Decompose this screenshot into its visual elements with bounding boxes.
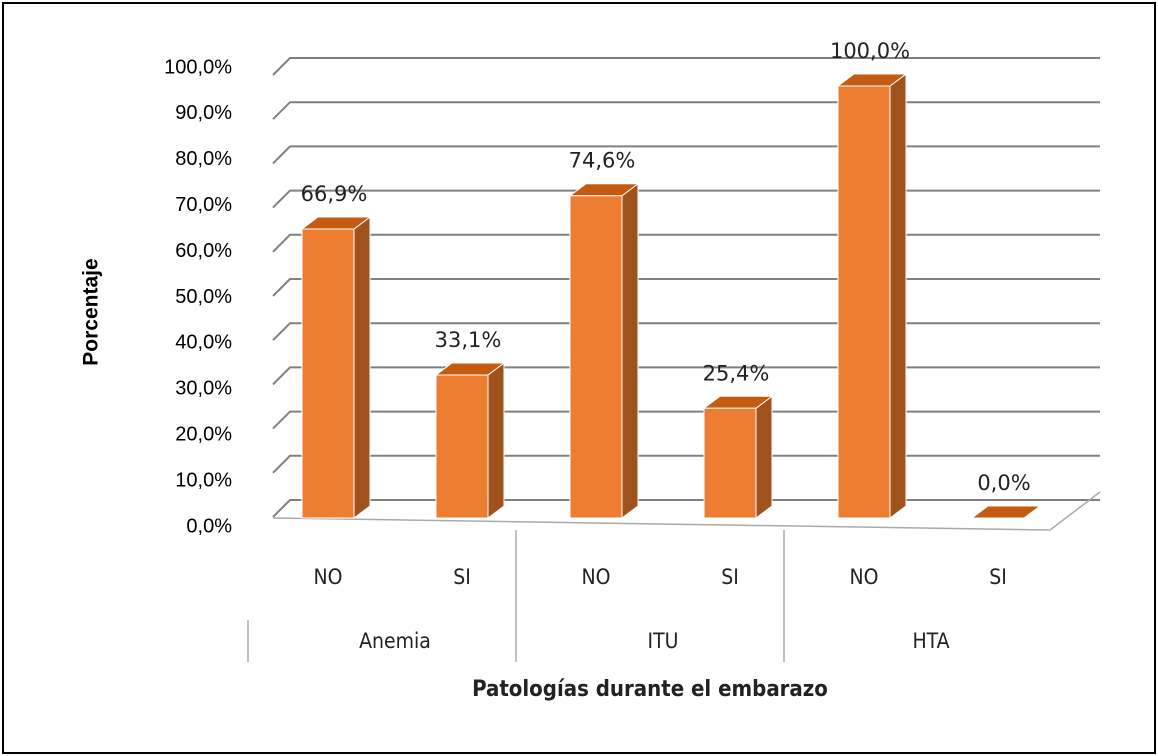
- y-tick-label: 80,0%: [175, 148, 232, 170]
- y-tick-label: 100,0%: [164, 56, 232, 78]
- bar-front: [569, 195, 623, 519]
- x-tick-label: SI: [453, 565, 471, 589]
- value-label: 25,4%: [703, 361, 770, 385]
- value-label: 0,0%: [977, 471, 1030, 495]
- x-tick-label: SI: [989, 565, 1007, 589]
- bar: [434, 362, 506, 519]
- y-tick-label: 60,0%: [175, 240, 232, 262]
- grid-line: [272, 278, 1100, 297]
- y-tick-label: 40,0%: [175, 332, 232, 354]
- bar-front: [435, 374, 489, 519]
- group-label: HTA: [912, 629, 949, 653]
- bar: [568, 182, 640, 519]
- grid-line: [272, 454, 1100, 474]
- value-label: 66,9%: [301, 182, 368, 206]
- bar-side: [889, 73, 907, 519]
- bar: [300, 215, 372, 519]
- x-tick-label: NO: [582, 565, 611, 589]
- value-label: 100,0%: [830, 39, 910, 63]
- grid-line: [272, 410, 1100, 430]
- y-tick-label: 0,0%: [186, 515, 232, 537]
- bar-top: [970, 505, 1042, 519]
- bar-side: [755, 395, 773, 519]
- y-tick-label: 50,0%: [175, 286, 232, 308]
- bar: [702, 395, 774, 519]
- y-tick-label: 20,0%: [175, 423, 232, 445]
- x-tick-label: NO: [850, 565, 879, 589]
- grid-line: [272, 366, 1100, 386]
- bar-front: [703, 407, 757, 519]
- bar: [970, 505, 1042, 519]
- grid-line: [272, 101, 1100, 120]
- bar: [836, 73, 908, 519]
- grid-line: [272, 233, 1100, 253]
- grid-line: [272, 322, 1100, 341]
- grid-line: [272, 499, 1100, 518]
- y-tick-label: 10,0%: [175, 469, 232, 491]
- grid-line: [272, 145, 1100, 165]
- floor: [272, 491, 1101, 531]
- y-tick-label: 90,0%: [175, 102, 232, 124]
- bar-front: [837, 85, 891, 519]
- x-axis-title: Patologías durante el embarazo: [472, 677, 828, 702]
- y-tick-label: 70,0%: [175, 194, 232, 216]
- bar-side: [621, 182, 639, 519]
- grid-line: [272, 189, 1100, 209]
- bar-side: [353, 215, 371, 519]
- y-axis-title: Porcentaje: [80, 258, 103, 365]
- bar-side: [487, 362, 505, 519]
- x-tick-label: SI: [721, 565, 739, 589]
- group-label: ITU: [648, 629, 679, 653]
- group-separators: [247, 530, 785, 662]
- value-label: 74,6%: [569, 149, 636, 173]
- grid-line: [272, 57, 1100, 76]
- group-label: Anemia: [359, 629, 431, 653]
- bar-front: [301, 228, 355, 519]
- x-tick-label: NO: [314, 565, 343, 589]
- value-label: 33,1%: [435, 328, 502, 352]
- y-tick-label: 30,0%: [175, 378, 232, 400]
